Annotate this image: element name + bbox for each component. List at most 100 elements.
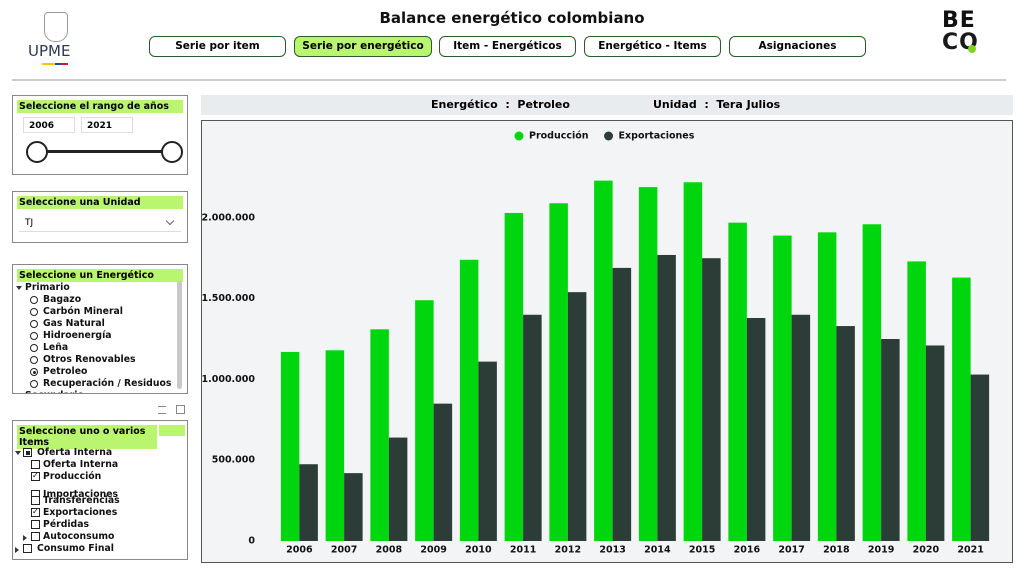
x-tick-label: 2019 xyxy=(868,545,894,556)
bar xyxy=(881,339,900,541)
years-slicer: Seleccione el rango de años 2006 2021 xyxy=(12,95,188,175)
bar xyxy=(728,222,747,541)
tree-item[interactable]: Oferta Interna xyxy=(43,459,119,470)
slicer-title: Seleccione uno o varios Items xyxy=(17,425,157,449)
tree-item[interactable]: Consumo Final xyxy=(37,543,114,554)
tree-item[interactable]: Recuperación / Residuos xyxy=(43,378,172,389)
bar xyxy=(907,261,926,541)
radio[interactable] xyxy=(30,308,38,316)
bar xyxy=(836,326,855,541)
radio[interactable] xyxy=(30,380,38,388)
x-tick-label: 2017 xyxy=(778,545,804,556)
x-tick-label: 2015 xyxy=(689,545,715,556)
nav-button[interactable]: Item - Energéticos xyxy=(439,36,576,57)
bar xyxy=(415,300,434,541)
year-start[interactable]: 2006 xyxy=(23,117,75,133)
legend-label: Exportaciones xyxy=(619,131,695,142)
slicer-title: Seleccione el rango de años xyxy=(17,100,183,113)
x-tick-label: 2006 xyxy=(286,545,313,556)
tree-item[interactable]: Petroleo xyxy=(43,366,88,377)
radio[interactable] xyxy=(30,296,38,304)
tree-item[interactable]: Transferencias xyxy=(43,495,120,506)
checkbox[interactable] xyxy=(31,532,40,541)
x-tick-label: 2014 xyxy=(644,545,671,556)
slider-handle[interactable] xyxy=(26,141,48,163)
nav-button[interactable]: Serie por item xyxy=(149,36,286,57)
x-tick-label: 2009 xyxy=(420,545,446,556)
items-slicer: Seleccione uno o varios Items Oferta Int… xyxy=(12,420,188,560)
tree-item[interactable]: Primario xyxy=(25,282,70,293)
bar xyxy=(523,314,542,541)
logo-upme: UPME xyxy=(28,42,71,60)
expander[interactable] xyxy=(23,535,27,541)
tree-item[interactable]: Autoconsumo xyxy=(43,531,115,542)
flag-strip xyxy=(42,63,68,65)
expander[interactable] xyxy=(16,286,22,290)
x-tick-label: 2012 xyxy=(555,545,581,556)
slicer-title: Seleccione una Unidad xyxy=(17,196,183,209)
bar xyxy=(702,258,721,541)
tree-item[interactable]: Leña xyxy=(43,342,69,353)
tree-item[interactable]: Exportaciones xyxy=(43,507,118,518)
slicer-icons[interactable] xyxy=(159,425,185,436)
bar xyxy=(388,437,408,541)
checkbox[interactable] xyxy=(31,460,40,469)
bar xyxy=(504,212,524,541)
checkbox[interactable] xyxy=(31,508,40,517)
x-tick-label: 2007 xyxy=(331,545,357,556)
radio[interactable] xyxy=(30,344,38,352)
bar xyxy=(325,350,345,541)
x-tick-label: 2016 xyxy=(734,545,761,556)
legend-marker xyxy=(514,131,524,141)
x-tick-label: 2021 xyxy=(957,545,983,556)
nav-button[interactable]: Asignaciones xyxy=(729,36,866,57)
radio[interactable] xyxy=(30,356,38,364)
scrollbar[interactable] xyxy=(177,281,182,389)
x-tick-label: 2013 xyxy=(599,545,625,556)
y-tick-label: 2.000.000 xyxy=(202,212,256,223)
nav-button[interactable]: Serie por energético xyxy=(294,36,432,57)
unit-dropdown[interactable]: TJ xyxy=(19,214,181,232)
checkbox[interactable] xyxy=(31,472,40,481)
radio[interactable] xyxy=(30,320,38,328)
bar xyxy=(657,254,676,541)
focus-icon[interactable] xyxy=(176,405,185,414)
tree-item[interactable]: Importaciones xyxy=(43,489,119,500)
bar xyxy=(773,235,792,541)
tree-item[interactable]: Gas Natural xyxy=(43,318,105,329)
tree-item[interactable]: Pérdidas xyxy=(43,519,90,530)
tree-item[interactable]: Carbón Mineral xyxy=(43,306,123,317)
tree-item[interactable]: Secundario xyxy=(25,390,84,393)
checkbox[interactable] xyxy=(31,520,40,529)
checkbox[interactable] xyxy=(31,496,40,505)
bar xyxy=(683,182,703,542)
expander[interactable] xyxy=(15,547,19,553)
energy-label: Energético : Petroleo xyxy=(431,98,570,111)
expander[interactable] xyxy=(15,451,21,455)
energy-slicer: Seleccione un Energético Primario Bagazo C… xyxy=(12,264,188,394)
y-tick-label: 500.000 xyxy=(212,455,256,466)
bar xyxy=(549,203,568,542)
radio[interactable] xyxy=(30,332,38,340)
bar xyxy=(594,180,613,541)
bar xyxy=(970,374,990,541)
x-tick-label: 2010 xyxy=(465,545,492,556)
tree-item[interactable]: Bagazo xyxy=(43,294,82,305)
year-end[interactable]: 2021 xyxy=(81,117,133,133)
y-tick-label: 0 xyxy=(248,536,255,547)
unit-label: Unidad : Tera Julios xyxy=(653,98,781,111)
slider-handle[interactable] xyxy=(161,141,183,163)
tree-item[interactable]: Hidroenergía xyxy=(43,330,112,341)
tree-item[interactable]: Oferta Interna xyxy=(37,447,113,458)
nav-button[interactable]: Energético - Items xyxy=(584,36,721,57)
checkbox[interactable] xyxy=(23,448,32,457)
tree-item[interactable]: Producción xyxy=(43,471,102,482)
bar xyxy=(567,292,587,541)
filter-icon[interactable] xyxy=(158,406,166,414)
x-tick-label: 2011 xyxy=(510,545,536,556)
slider-track xyxy=(37,150,171,153)
radio[interactable] xyxy=(30,368,38,376)
checkbox[interactable] xyxy=(23,544,32,553)
tree-item[interactable]: Otros Renovables xyxy=(43,354,136,365)
